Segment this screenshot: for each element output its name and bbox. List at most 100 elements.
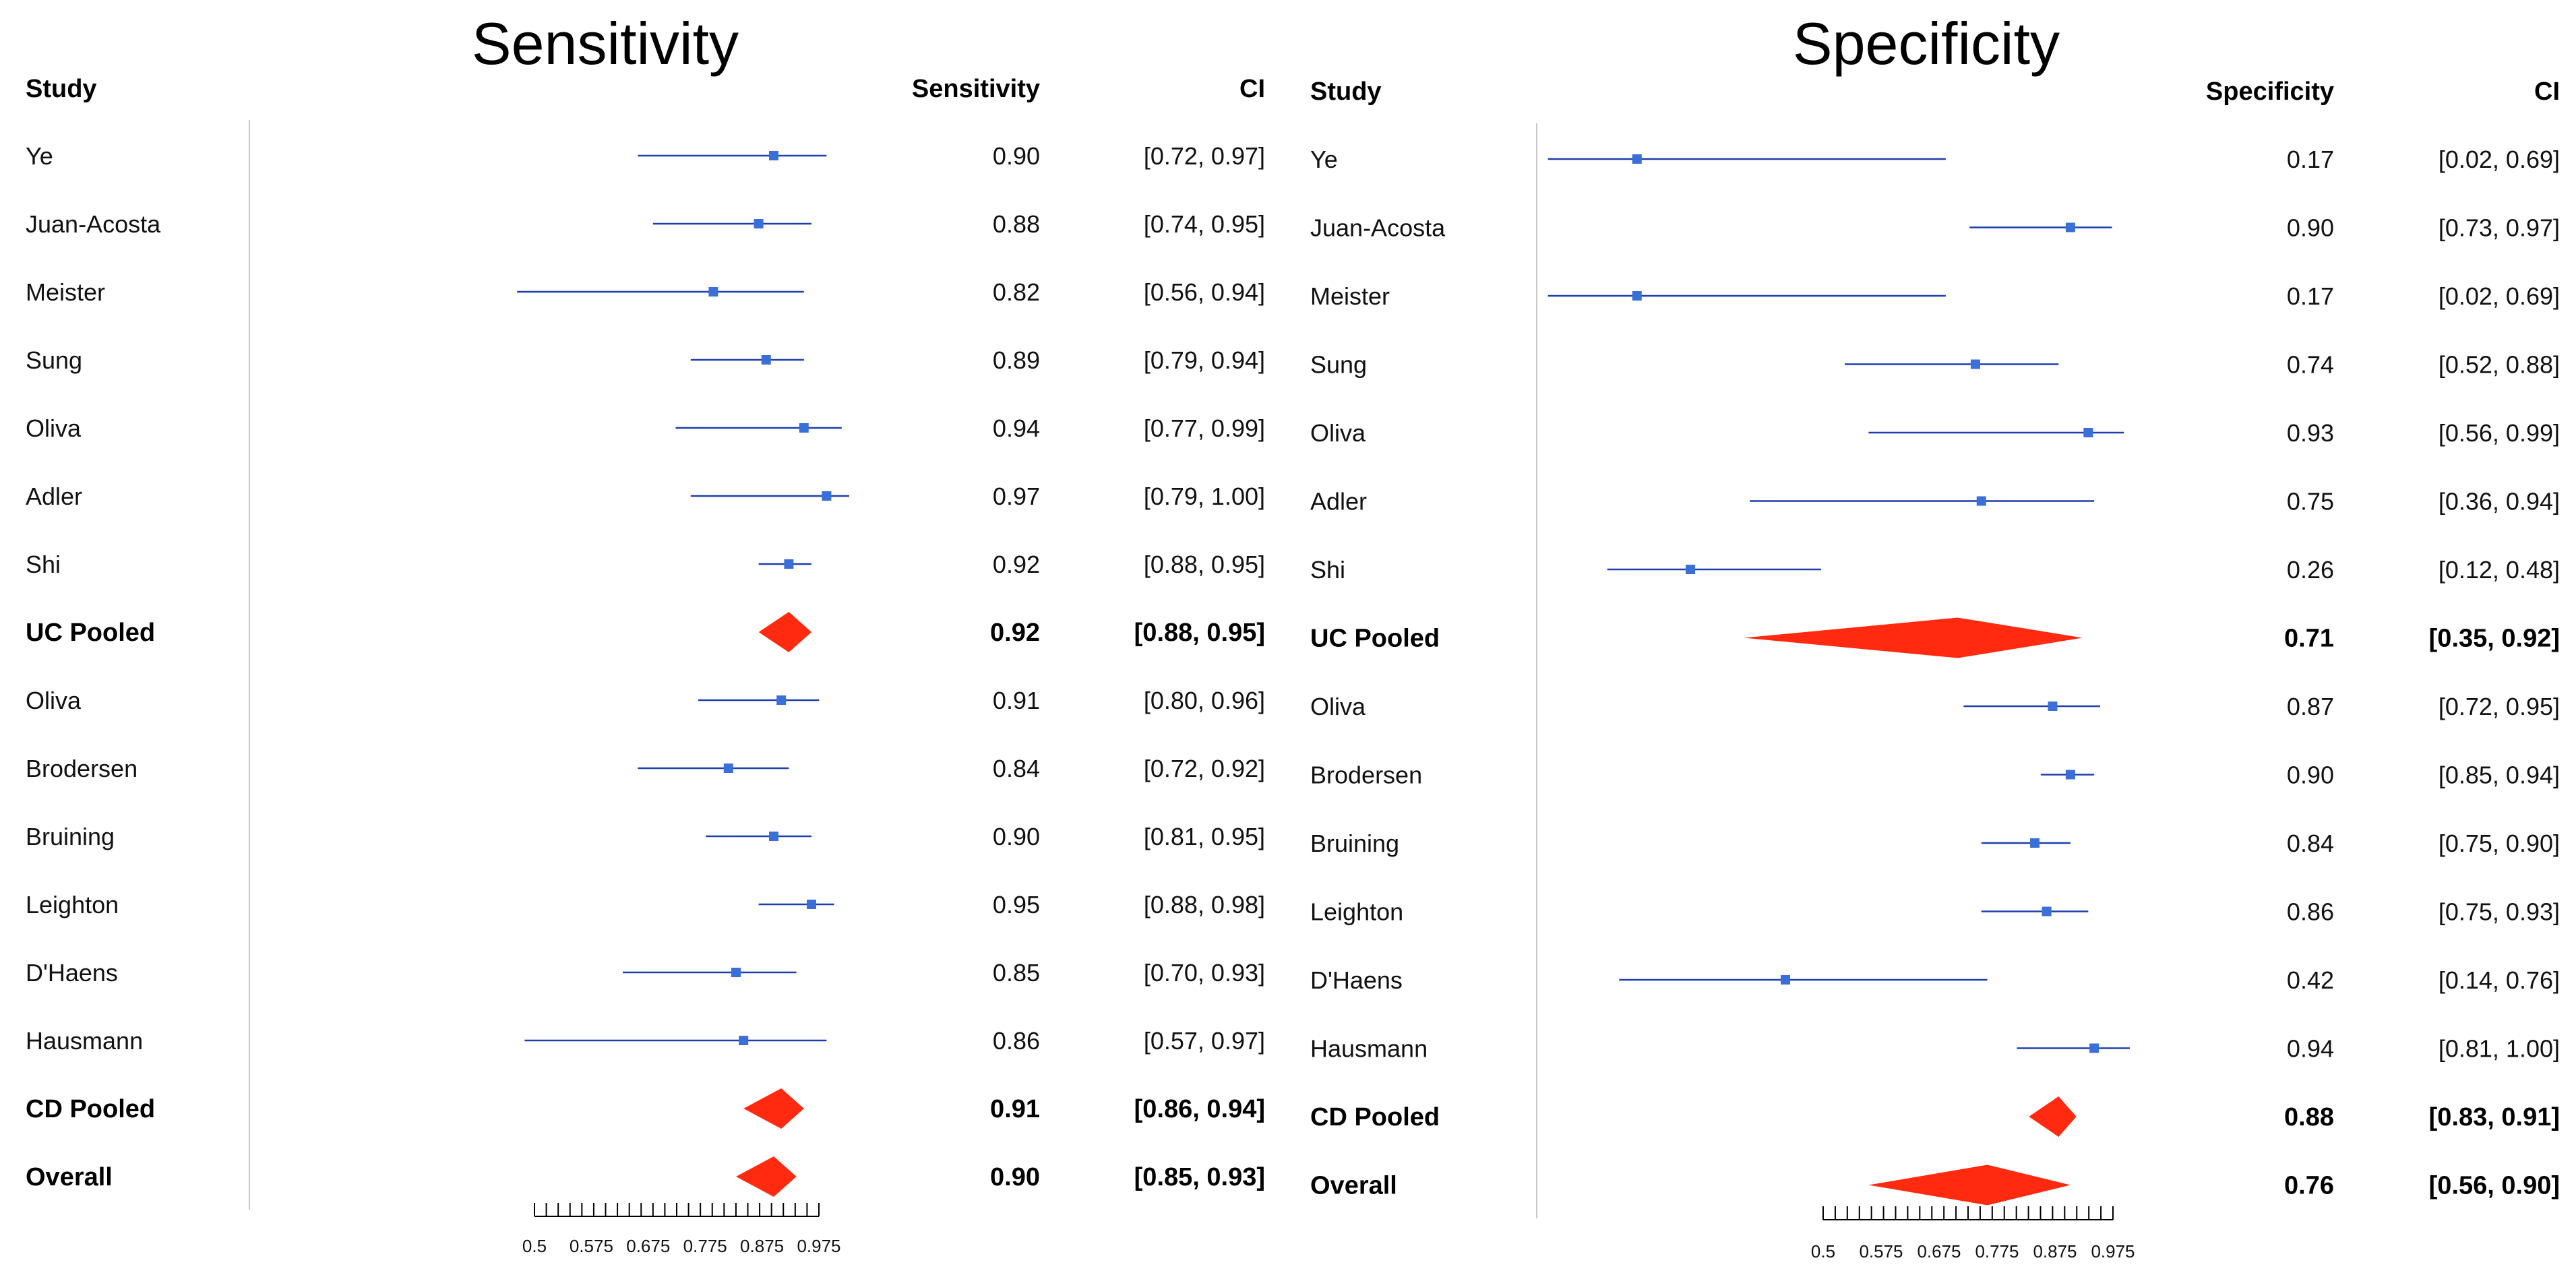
sensitivity-study-header: Study bbox=[26, 75, 97, 103]
point-estimate bbox=[1970, 359, 1980, 369]
ci-value: [0.14, 0.76] bbox=[2439, 966, 2560, 994]
pooled-diamond bbox=[1744, 617, 2083, 658]
ci-value: [0.74, 0.95] bbox=[1144, 210, 1265, 238]
estimate-value: 0.17 bbox=[2287, 282, 2334, 310]
point-estimate bbox=[2048, 702, 2058, 711]
ci-value: [0.35, 0.92] bbox=[2429, 625, 2560, 653]
study-label: Oliva bbox=[26, 414, 82, 442]
point-estimate bbox=[708, 287, 718, 297]
specificity-panel: Specificity Study Specificity CI Ye 0.17 [0.02… bbox=[1310, 10, 2560, 1262]
study-row: Hausmann 0.86 [0.57, 0.97] bbox=[26, 1027, 1265, 1055]
ci-value: [0.56, 0.90] bbox=[2429, 1172, 2560, 1200]
estimate-value: 0.84 bbox=[2287, 830, 2334, 857]
sensitivity-panel: Sensitivity Study Sensitivity CI Ye 0.90 [0.72… bbox=[26, 10, 1265, 1256]
ci-value: [0.83, 0.91] bbox=[2429, 1103, 2560, 1131]
ci-value: [0.72, 0.92] bbox=[1144, 755, 1265, 782]
study-label: Ye bbox=[26, 142, 53, 170]
ci-value: [0.77, 0.99] bbox=[1144, 414, 1265, 442]
estimate-value: 0.91 bbox=[990, 1095, 1040, 1123]
estimate-value: 0.91 bbox=[993, 687, 1040, 714]
study-label: Brodersen bbox=[1310, 761, 1422, 789]
study-row: Leighton 0.95 [0.88, 0.98] bbox=[26, 891, 1265, 918]
ci-value: [0.12, 0.48] bbox=[2439, 556, 2560, 584]
tick-label: 0.5 bbox=[522, 1236, 547, 1256]
study-row: Shi 0.92 [0.88, 0.95] bbox=[26, 551, 1265, 578]
ci-value: [0.88, 0.95] bbox=[1134, 619, 1265, 647]
point-estimate bbox=[769, 832, 778, 841]
study-label: CD Pooled bbox=[26, 1095, 155, 1123]
study-label: Hausmann bbox=[26, 1027, 143, 1055]
ci-value: [0.57, 0.97] bbox=[1144, 1027, 1265, 1055]
point-estimate bbox=[723, 764, 733, 773]
study-label: Adler bbox=[1310, 488, 1367, 516]
specificity-value-header: Specificity bbox=[2206, 77, 2334, 106]
estimate-value: 0.42 bbox=[2287, 966, 2334, 994]
study-row: Sung 0.89 [0.79, 0.94] bbox=[26, 346, 1265, 374]
pooled-diamond bbox=[743, 1088, 804, 1129]
point-estimate bbox=[769, 151, 778, 160]
point-estimate bbox=[2065, 222, 2075, 232]
study-label: Adler bbox=[26, 482, 82, 510]
study-row: Juan-Acosta 0.90 [0.73, 0.97] bbox=[1310, 214, 2560, 242]
study-row: Oliva 0.87 [0.72, 0.95] bbox=[1310, 693, 2560, 720]
estimate-value: 0.90 bbox=[993, 823, 1040, 850]
point-estimate bbox=[761, 355, 771, 365]
study-row: Oliva 0.91 [0.80, 0.96] bbox=[26, 687, 1265, 714]
study-row: Adler 0.75 [0.36, 0.94] bbox=[1310, 488, 2560, 516]
estimate-value: 0.86 bbox=[993, 1027, 1040, 1055]
point-estimate bbox=[2042, 906, 2052, 916]
estimate-value: 0.71 bbox=[2284, 625, 2334, 653]
ci-value: [0.86, 0.94] bbox=[1134, 1095, 1265, 1123]
study-label: Shi bbox=[1310, 556, 1345, 584]
sensitivity-value-header: Sensitivity bbox=[912, 75, 1040, 103]
pooled-diamond bbox=[758, 612, 811, 652]
study-label: Oliva bbox=[1310, 419, 1366, 447]
tick-label: 0.975 bbox=[797, 1236, 840, 1256]
tick-label: 0.875 bbox=[2033, 1241, 2077, 1262]
estimate-value: 0.90 bbox=[2287, 214, 2334, 242]
point-estimate bbox=[739, 1036, 749, 1045]
tick-label: 0.575 bbox=[570, 1236, 613, 1256]
estimate-value: 0.88 bbox=[993, 210, 1040, 238]
study-label: Hausmann bbox=[1310, 1035, 1428, 1063]
point-estimate bbox=[1686, 565, 1696, 574]
point-estimate bbox=[2089, 1043, 2099, 1053]
study-label: Bruining bbox=[26, 823, 115, 850]
pooled-row: UC Pooled 0.71 [0.35, 0.92] bbox=[1310, 617, 2560, 658]
estimate-value: 0.95 bbox=[993, 891, 1040, 918]
point-estimate bbox=[799, 423, 809, 433]
pooled-row: Overall 0.90 [0.85, 0.93] bbox=[26, 1156, 1265, 1197]
study-label: Sung bbox=[26, 346, 82, 374]
study-label: Juan-Acosta bbox=[26, 210, 161, 238]
ci-value: [0.56, 0.99] bbox=[2439, 419, 2560, 447]
ci-value: [0.81, 1.00] bbox=[2439, 1035, 2560, 1063]
study-label: Oliva bbox=[26, 687, 82, 714]
specificity-study-header: Study bbox=[1310, 77, 1382, 106]
sensitivity-ci-header: CI bbox=[1239, 75, 1265, 103]
point-estimate bbox=[1632, 154, 1642, 164]
ci-value: [0.85, 0.94] bbox=[2439, 761, 2560, 789]
study-label: Shi bbox=[26, 551, 61, 578]
point-estimate bbox=[1632, 291, 1642, 301]
estimate-value: 0.82 bbox=[993, 278, 1040, 306]
tick-label: 0.675 bbox=[626, 1236, 670, 1256]
estimate-value: 0.88 bbox=[2284, 1103, 2334, 1131]
study-row: D'Haens 0.42 [0.14, 0.76] bbox=[1310, 966, 2560, 994]
tick-label: 0.775 bbox=[683, 1236, 727, 1256]
ci-value: [0.79, 0.94] bbox=[1144, 346, 1265, 374]
estimate-value: 0.85 bbox=[993, 959, 1040, 987]
point-estimate bbox=[2083, 428, 2093, 437]
study-row: Ye 0.90 [0.72, 0.97] bbox=[26, 142, 1265, 170]
estimate-value: 0.75 bbox=[2287, 488, 2334, 516]
estimate-value: 0.97 bbox=[993, 482, 1040, 510]
study-row: D'Haens 0.85 [0.70, 0.93] bbox=[26, 959, 1265, 987]
point-estimate bbox=[784, 559, 794, 569]
estimate-value: 0.92 bbox=[990, 619, 1040, 647]
pooled-row: Overall 0.76 [0.56, 0.90] bbox=[1310, 1164, 2560, 1206]
study-label: Brodersen bbox=[26, 755, 137, 782]
ci-value: [0.75, 0.93] bbox=[2439, 898, 2560, 926]
estimate-value: 0.84 bbox=[993, 755, 1040, 782]
estimate-value: 0.87 bbox=[2287, 693, 2334, 720]
tick-label: 0.875 bbox=[740, 1236, 784, 1256]
